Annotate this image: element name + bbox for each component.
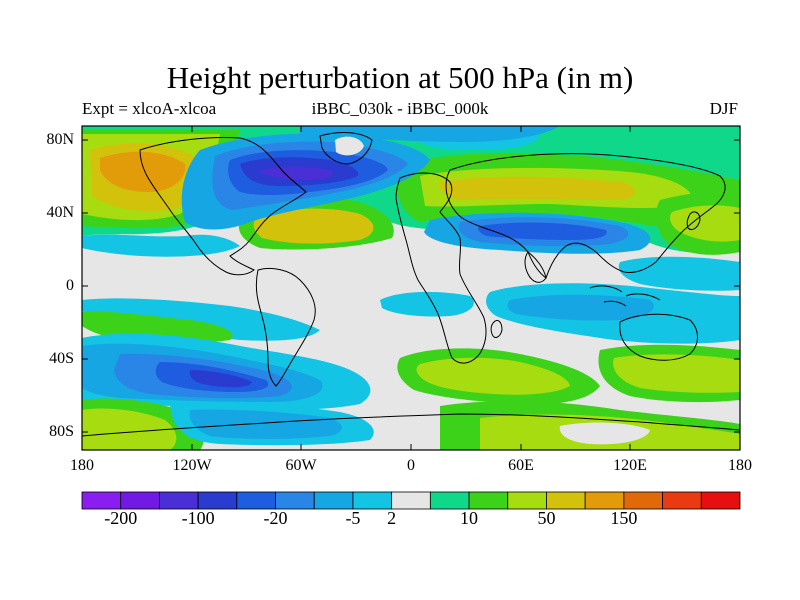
colorbar-box [700,491,741,510]
colorbar-box [352,491,393,510]
colorbar-label: 10 [460,508,479,528]
contour-arctic-ocean-blue [300,126,560,142]
lat-label-eq: 0 [66,277,74,294]
colorbar-box [468,491,509,510]
colorbar-label: -5 [345,508,361,528]
colorbar-box [546,491,586,510]
comparison-label: iBBC_030k - iBBC_000k [311,99,489,118]
lat-label-40n: 40N [46,204,74,221]
contour-north-pacific-orange [100,151,186,192]
colorbar-label: 150 [610,508,638,528]
contour-atlantic-gold [253,208,374,244]
contour-w-pacific-cyan [618,256,740,291]
contour-tropical-cyan-east [380,291,474,317]
lat-label-80n: 80N [46,131,74,148]
lon-label-60w: 60W [285,457,317,474]
colorbar-box [507,491,547,510]
axis-ticks [81,126,741,450]
contour-w-pacific-yellow [670,205,740,242]
colorbar-box [429,491,470,510]
contour-s-atlantic-yellow [416,357,570,395]
colorbar-box [584,491,625,510]
colorbar [81,491,741,510]
colorbar-box [197,491,238,510]
lon-label-0: 0 [407,457,415,474]
coast-indonesia [589,285,661,307]
experiment-label: Expt = xlcoA-xlcoa [82,99,217,118]
colorbar-box [391,491,431,510]
coast-japan [686,211,701,231]
coast-madagascar [490,319,503,338]
lon-label-120e: 120E [613,457,647,474]
colorbar-box [313,491,354,510]
colorbar-label: 50 [537,508,556,528]
colorbar-box [81,491,122,510]
colorbar-box [623,491,663,510]
contour-indian-ocean-blue [507,294,654,321]
season-label: DJF [709,99,738,118]
colorbar-label: -100 [181,508,215,528]
contour-asia-deep-blue [478,222,607,240]
coastlines [82,132,740,437]
contour-greenland-neutral [335,136,364,156]
coast-north-america [139,137,307,276]
plot-title: Height perturbation at 500 hPa (in m) [166,60,634,95]
contour-arctic-core [258,167,334,180]
colorbar-box [120,491,160,510]
contour-sw-pacific-yellow [82,408,177,450]
coast-greenland [319,132,373,165]
contour-s-indian-yellow [613,354,740,393]
contour-antarctic-blue [189,409,342,439]
contour-eurasia-gold [439,176,635,200]
coast-south-america [255,267,316,387]
colorbar-label: -20 [263,508,288,528]
lon-label-180w: 180 [70,457,94,474]
contour-n-pacific-cyan [82,234,240,257]
colorbar-label: -200 [104,508,138,528]
coast-india [524,251,547,283]
colorbar-box [662,491,702,510]
colorbar-box [275,491,315,510]
lon-label-180e: 180 [728,457,752,474]
colorbar-label: 2 [387,508,397,528]
coast-europe-africa [395,172,487,364]
contour-southern-core-blue [189,370,252,388]
lon-label-120w: 120W [172,457,212,474]
coast-asia [445,153,726,279]
lat-label-80s: 80S [49,423,74,440]
contour-antarctic-neutral [559,422,650,445]
height-perturbation-field [82,126,740,450]
lon-label-60e: 60E [508,457,534,474]
colorbar-box [159,491,199,510]
colorbar-box [236,491,276,510]
coast-antarctica [82,413,740,437]
lat-label-40s: 40S [49,350,74,367]
coast-australia [619,313,698,361]
